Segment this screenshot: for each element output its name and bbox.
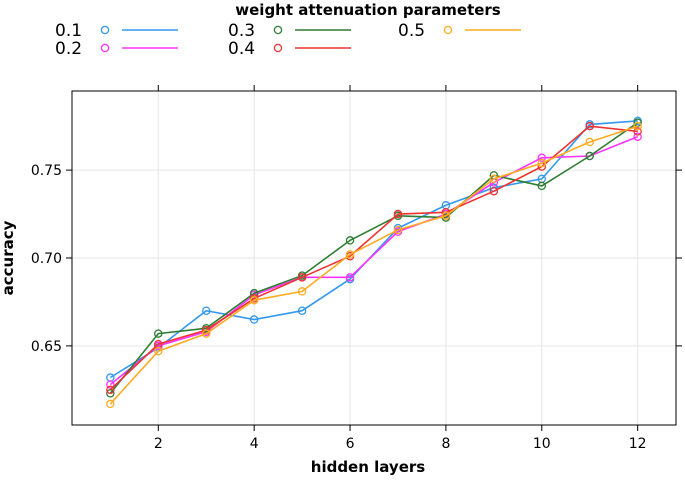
legend-marker <box>273 43 283 53</box>
data-point <box>489 174 499 184</box>
data-point <box>441 211 451 221</box>
data-point <box>106 385 115 395</box>
series-line <box>109 135 638 386</box>
data-point <box>154 346 163 356</box>
legend-label: 0.4 <box>228 39 255 59</box>
legend-marker <box>100 43 110 53</box>
data-point <box>201 329 211 338</box>
data-point <box>345 273 355 282</box>
x-tick-label: 6 <box>346 436 355 452</box>
series-layer <box>106 116 642 409</box>
series-0.5 <box>106 121 642 409</box>
x-tick-label: 2 <box>154 436 163 452</box>
legend-item: 0.3 <box>228 21 351 41</box>
data-point <box>585 137 594 147</box>
data-point <box>106 399 115 409</box>
legend-item: 0.1 <box>55 21 178 41</box>
x-axis-title: hidden layers <box>311 458 426 476</box>
data-point <box>297 306 307 315</box>
data-point <box>537 158 547 168</box>
series-line <box>109 125 638 405</box>
series-0.3 <box>106 118 642 398</box>
data-point <box>393 209 403 219</box>
data-point <box>297 273 307 282</box>
legend-item: 0.4 <box>228 39 351 59</box>
legend-marker <box>443 25 453 35</box>
legend-marker <box>273 25 283 35</box>
legend-item: 0.2 <box>55 39 178 59</box>
legend-title: weight attenuation parameters <box>235 1 501 19</box>
y-tick-label: 0.75 <box>31 163 62 179</box>
y-axis-title: accuracy <box>0 220 17 295</box>
data-point <box>393 225 403 235</box>
legend-label: 0.2 <box>55 39 82 59</box>
series-0.2 <box>106 132 642 389</box>
data-point <box>585 151 594 161</box>
x-tick-label: 12 <box>629 436 647 452</box>
data-point <box>633 132 642 141</box>
data-point <box>249 295 259 305</box>
grid <box>72 91 676 425</box>
data-point <box>297 287 307 296</box>
data-point <box>345 250 355 259</box>
x-tick-label: 8 <box>441 436 450 452</box>
legend-label: 0.5 <box>398 21 425 41</box>
legend-item: 0.5 <box>398 21 521 41</box>
y-tick-label: 0.65 <box>31 339 62 355</box>
data-point <box>154 329 163 338</box>
series-line <box>109 121 639 394</box>
data-point <box>633 121 642 131</box>
data-point <box>537 153 547 163</box>
data-point <box>489 186 499 196</box>
y-tick-label: 0.70 <box>31 251 62 267</box>
x-tick-label: 4 <box>250 436 259 452</box>
data-point <box>585 121 594 131</box>
data-point <box>633 127 642 136</box>
x-axis: 2 4 6 8 10 12 <box>154 85 647 452</box>
legend-label: 0.1 <box>55 21 82 41</box>
x-tick-label: 10 <box>533 436 551 452</box>
data-point <box>106 380 115 389</box>
legend-label: 0.3 <box>228 21 255 41</box>
data-point <box>345 236 355 245</box>
data-point <box>201 306 211 315</box>
legend-marker <box>100 25 110 35</box>
legend: 0.10.2 0.30.4 0.5 <box>55 21 521 59</box>
data-point <box>537 181 547 191</box>
data-point <box>249 315 259 324</box>
y-axis: 0.65 0.70 0.75 <box>31 163 682 355</box>
